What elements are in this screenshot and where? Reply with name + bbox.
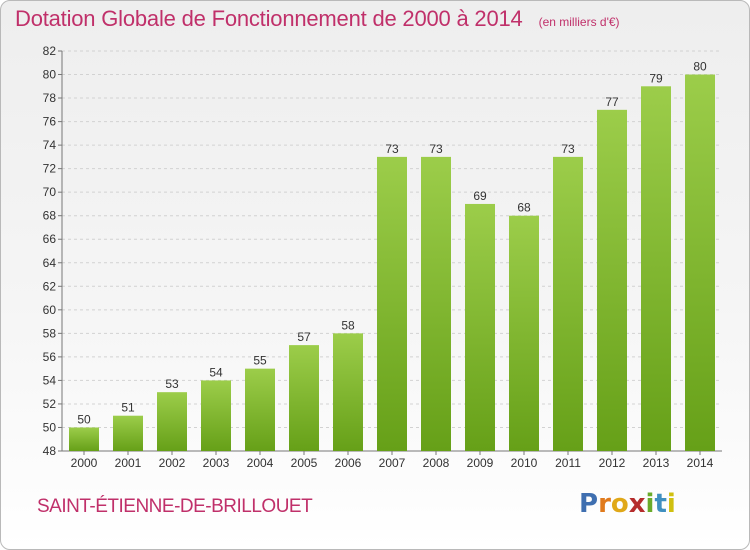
- data-label: 53: [165, 377, 179, 391]
- y-tick-label: 78: [43, 91, 57, 105]
- data-label: 80: [693, 60, 707, 74]
- y-tick-label: 82: [43, 44, 57, 58]
- data-label: 73: [429, 142, 443, 156]
- data-label: 73: [385, 142, 399, 156]
- data-label: 73: [561, 142, 575, 156]
- logo-letter: o: [610, 489, 629, 519]
- x-tick-label: 2001: [115, 456, 142, 470]
- bar: [377, 156, 407, 451]
- bar: [289, 345, 319, 451]
- bar: [201, 380, 231, 451]
- bar: [333, 333, 363, 451]
- x-tick-label: 2002: [159, 456, 186, 470]
- data-label: 69: [473, 189, 487, 203]
- logo-letter: x: [628, 489, 646, 519]
- data-label: 58: [341, 318, 355, 332]
- y-tick-label: 52: [43, 397, 57, 411]
- bar: [113, 415, 143, 451]
- bar: [509, 215, 539, 451]
- data-label: 79: [649, 71, 663, 85]
- bar: [157, 392, 187, 451]
- data-label: 54: [209, 365, 223, 379]
- logo-letter: t: [654, 489, 667, 519]
- logo-letter: i: [645, 489, 655, 519]
- x-tick-label: 2008: [423, 456, 450, 470]
- y-tick-label: 66: [43, 232, 57, 246]
- data-label: 55: [253, 354, 267, 368]
- y-tick-label: 62: [43, 279, 57, 293]
- y-tick-label: 60: [43, 303, 57, 317]
- y-tick-label: 58: [43, 326, 57, 340]
- y-tick-label: 54: [43, 373, 57, 387]
- bar: [553, 156, 583, 451]
- y-tick-label: 56: [43, 350, 57, 364]
- x-tick-label: 2011: [555, 456, 581, 470]
- y-tick-label: 80: [43, 68, 57, 82]
- y-tick-label: 50: [43, 420, 57, 434]
- bar: [245, 368, 275, 451]
- chart-subtitle: (en milliers d'€): [538, 15, 620, 29]
- y-tick-label: 70: [43, 185, 57, 199]
- x-tick-label: 2006: [335, 456, 362, 470]
- y-tick-label: 72: [43, 162, 57, 176]
- chart-title-group: Dotation Globale de Fonctionnement de 20…: [15, 6, 620, 32]
- proxiti-logo: Proxiti: [579, 489, 676, 519]
- x-tick-label: 2009: [467, 456, 494, 470]
- bar: [597, 109, 627, 451]
- data-label: 77: [605, 95, 619, 109]
- x-tick-label: 2005: [291, 456, 318, 470]
- bar: [685, 74, 715, 451]
- x-tick-label: 2010: [511, 456, 538, 470]
- x-tick-label: 2012: [599, 456, 626, 470]
- data-label: 50: [77, 412, 91, 426]
- y-tick-label: 64: [43, 256, 57, 270]
- logo-letter: P: [579, 489, 599, 519]
- chart-title: Dotation Globale de Fonctionnement de 20…: [15, 6, 523, 31]
- x-tick-label: 2014: [687, 456, 714, 470]
- town-name: SAINT-ÉTIENNE-DE-BRILLOUET: [37, 496, 313, 517]
- bar: [641, 86, 671, 451]
- x-tick-label: 2003: [203, 456, 230, 470]
- y-tick-label: 48: [43, 444, 57, 458]
- x-tick-label: 2007: [379, 456, 406, 470]
- x-tick-label: 2013: [643, 456, 670, 470]
- data-label: 57: [297, 330, 311, 344]
- y-tick-label: 74: [43, 138, 57, 152]
- x-tick-label: 2004: [247, 456, 274, 470]
- logo-letter: i: [666, 489, 676, 519]
- bar: [69, 427, 99, 451]
- data-label: 68: [517, 201, 531, 215]
- y-tick-label: 76: [43, 115, 57, 129]
- data-label: 51: [121, 401, 135, 415]
- y-tick-label: 68: [43, 209, 57, 223]
- x-tick-label: 2000: [71, 456, 98, 470]
- bar: [421, 156, 451, 451]
- logo-letter: r: [598, 489, 611, 519]
- bar: [465, 203, 495, 451]
